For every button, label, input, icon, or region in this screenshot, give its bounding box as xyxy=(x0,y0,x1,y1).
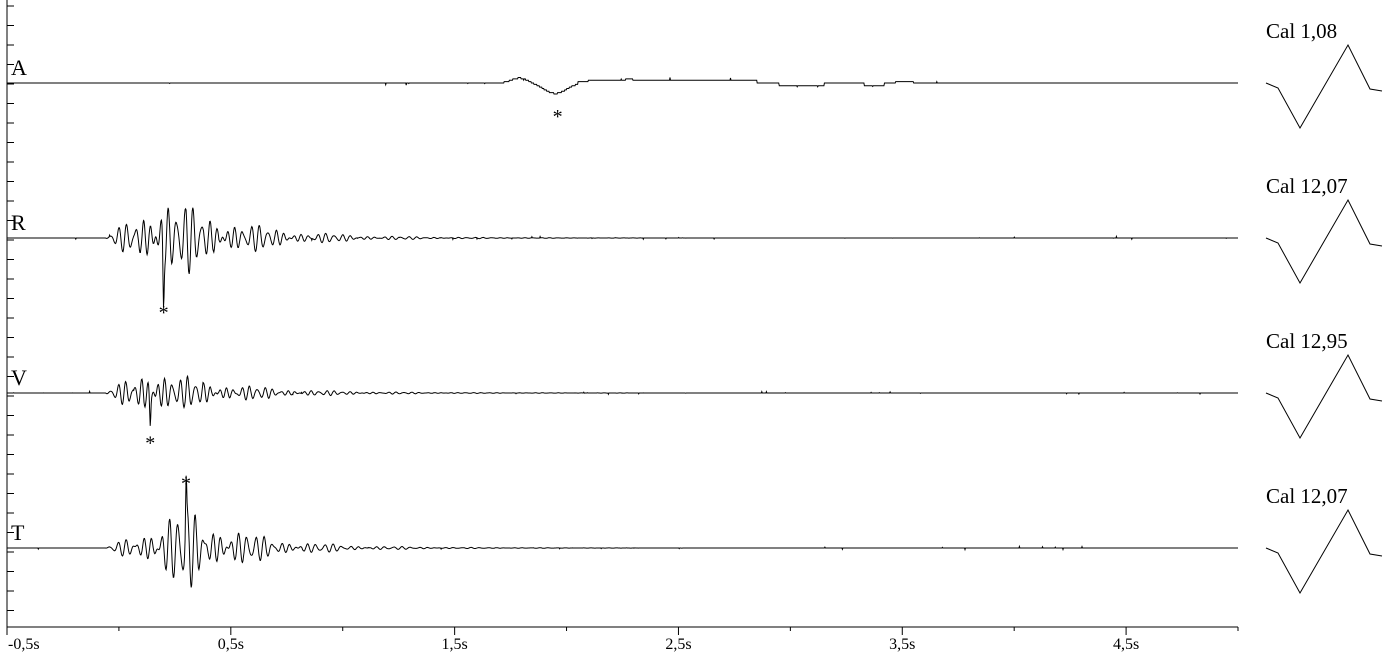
calibration-v: Cal 12,95 xyxy=(1265,329,1383,440)
calibration-pulse xyxy=(1265,508,1383,595)
trace-t: T* xyxy=(7,473,1238,588)
x-tick-label: 3,5s xyxy=(889,636,915,652)
event-marker: * xyxy=(145,432,155,454)
x-tick-label: -0,5s xyxy=(8,636,40,652)
x-tick-label: 4,5s xyxy=(1113,636,1139,652)
trace-line xyxy=(7,77,1238,95)
x-axis: -0,5s 0,5s 1,5s 2,5s 3,5s 4,5s xyxy=(6,626,1239,652)
calibration-r: Cal 12,07 xyxy=(1265,174,1383,285)
x-tick-label: 1,5s xyxy=(442,636,468,652)
calibration-panel: Cal 1,08 Cal 12,07 Cal 12,95 Cal 12,07 xyxy=(1265,19,1383,595)
calibration-label: Cal 12,95 xyxy=(1266,329,1348,353)
x-tick-label: 2,5s xyxy=(665,636,691,652)
event-marker: * xyxy=(159,302,169,324)
event-marker: * xyxy=(553,106,563,128)
calibration-pulse xyxy=(1265,353,1383,440)
traces: A*R*V*T* xyxy=(7,55,1238,588)
trace-label: T xyxy=(11,520,25,545)
calibration-label: Cal 12,07 xyxy=(1266,484,1348,508)
trace-label: A xyxy=(11,55,27,80)
calibration-pulse xyxy=(1265,198,1383,285)
trace-v: V* xyxy=(7,365,1238,454)
trace-line xyxy=(7,207,1238,307)
x-tick-label: 0,5s xyxy=(218,636,244,652)
calibration-pulse xyxy=(1265,43,1383,130)
calibration-label: Cal 1,08 xyxy=(1266,19,1337,43)
trace-a: A* xyxy=(7,55,1238,128)
trace-label: R xyxy=(11,210,26,235)
calibration-label: Cal 12,07 xyxy=(1266,174,1348,198)
trace-line xyxy=(7,475,1238,588)
event-marker: * xyxy=(181,473,191,495)
calibration-a: Cal 1,08 xyxy=(1265,19,1383,130)
trace-label: V xyxy=(11,365,27,390)
trace-r: R* xyxy=(7,207,1238,324)
calibration-t: Cal 12,07 xyxy=(1265,484,1383,595)
trace-line xyxy=(7,374,1238,426)
left-axis xyxy=(6,0,14,627)
